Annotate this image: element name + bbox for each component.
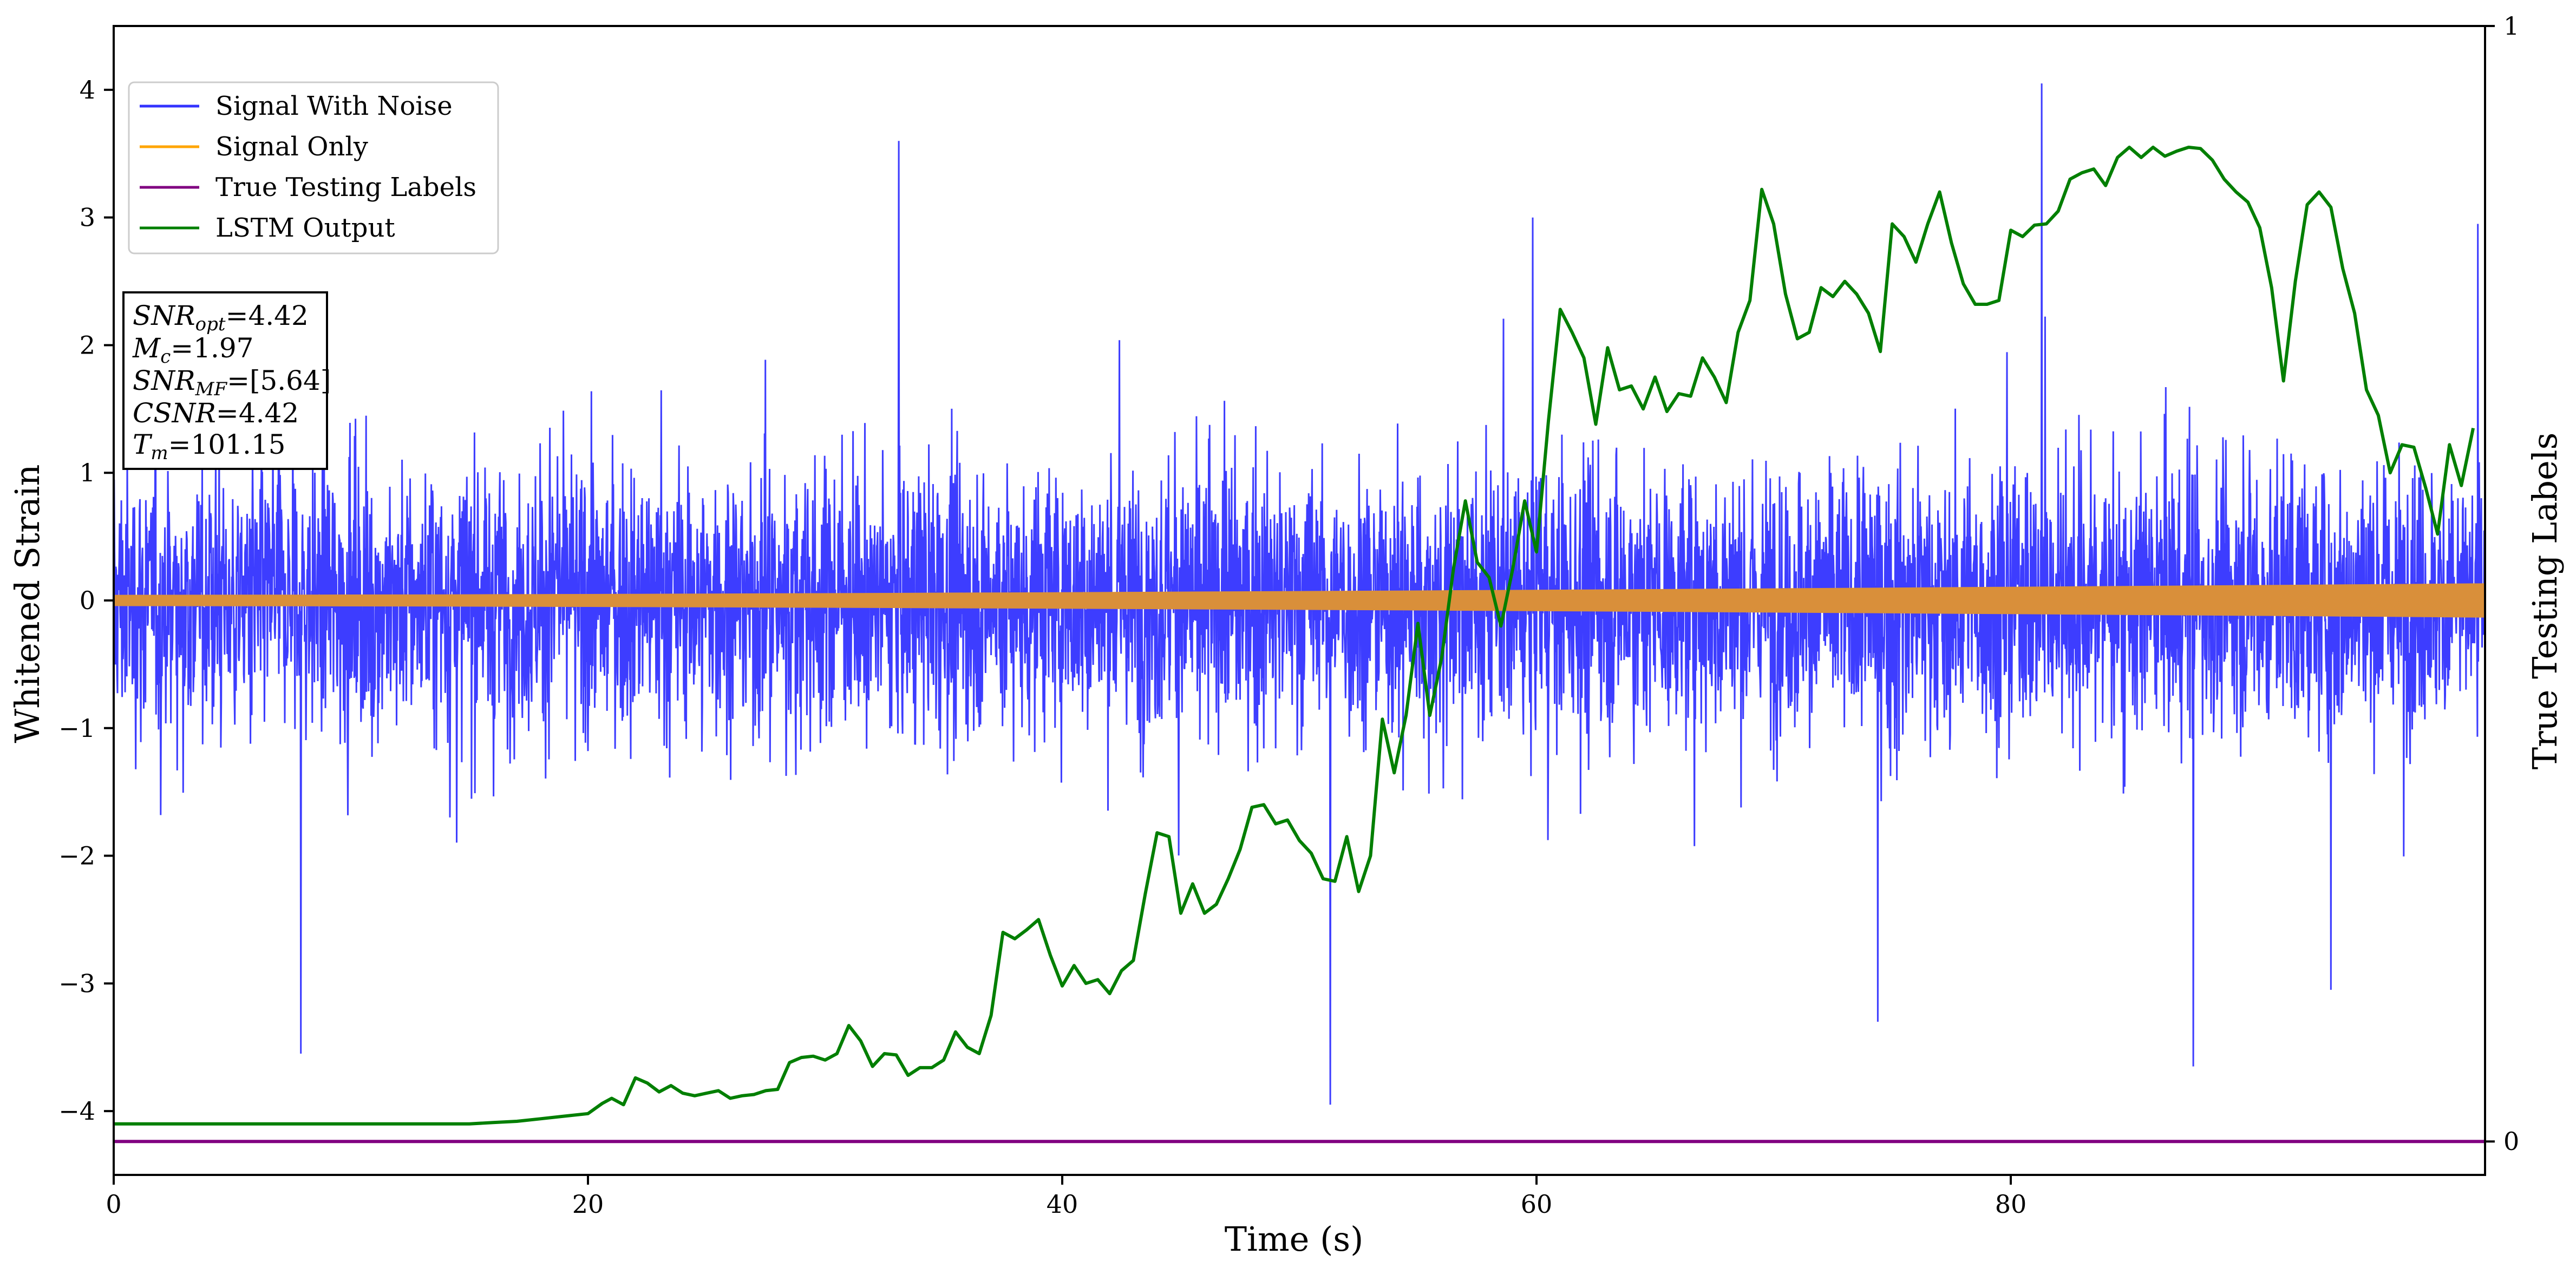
- x-tick-label: 40: [1047, 1190, 1078, 1219]
- legend-entry-lstm: LSTM Output: [140, 213, 395, 243]
- y-tick-label: 0: [80, 586, 95, 615]
- lstm-output-series: [114, 146, 2475, 1126]
- legend: Signal With Noise Signal Only True Testi…: [128, 81, 499, 254]
- parameter-annotation-box: SNRopt=4.42 Mc=1.97 SNRMF=[5.64] CSNR=4.…: [122, 291, 331, 470]
- lstm-output-line: [114, 146, 2475, 1126]
- annotation-chirp-mass: Mc=1.97: [132, 332, 253, 368]
- y-tick-label: 1: [80, 458, 95, 487]
- annotation-csnr: CSNR=4.42: [133, 397, 299, 429]
- signal-with-noise-line: [113, 83, 2486, 1105]
- annotation-snr-mf: SNRMF=[5.64]: [133, 365, 331, 400]
- x-tick-label: 80: [1995, 1190, 2027, 1219]
- legend-entry-true-labels: True Testing Labels: [140, 172, 476, 202]
- y-tick-label: −2: [58, 841, 95, 871]
- x-tick-label: 0: [106, 1190, 121, 1219]
- y2-tick-label: 0: [2503, 1127, 2519, 1156]
- annotation-snr-opt: SNRopt=4.42: [133, 300, 309, 335]
- y-tick-label: 3: [80, 203, 95, 232]
- x-tick-label: 20: [572, 1190, 604, 1219]
- x-axis-title: Time (s): [1225, 1219, 1364, 1259]
- legend-entry-signal-with-noise: Signal With Noise: [140, 91, 453, 121]
- legend-entry-signal-only: Signal Only: [140, 132, 368, 162]
- legend-label-labels: True Testing Labels: [215, 172, 476, 202]
- annotation-merger-time: Tm=101.15: [133, 429, 285, 464]
- y-tick-label: −1: [58, 714, 95, 743]
- y-tick-label: −4: [58, 1096, 95, 1126]
- noise-series: [113, 83, 2486, 1105]
- legend-box: [128, 81, 499, 254]
- y-axis-title: Whitened Strain: [8, 465, 47, 743]
- legend-label-lstm: LSTM Output: [215, 213, 395, 243]
- y-tick-label: −3: [58, 969, 95, 998]
- y2-tick-label: 1: [2503, 11, 2519, 41]
- annotation-box: [122, 291, 328, 470]
- legend-label-signal: Signal Only: [215, 132, 368, 162]
- y-tick-label: 2: [80, 330, 95, 360]
- y-tick-label: 4: [80, 75, 95, 104]
- legend-label-noise: Signal With Noise: [215, 91, 453, 121]
- y2-axis-title: True Testing Labels: [2525, 433, 2565, 770]
- x-tick-label: 60: [1521, 1190, 1553, 1219]
